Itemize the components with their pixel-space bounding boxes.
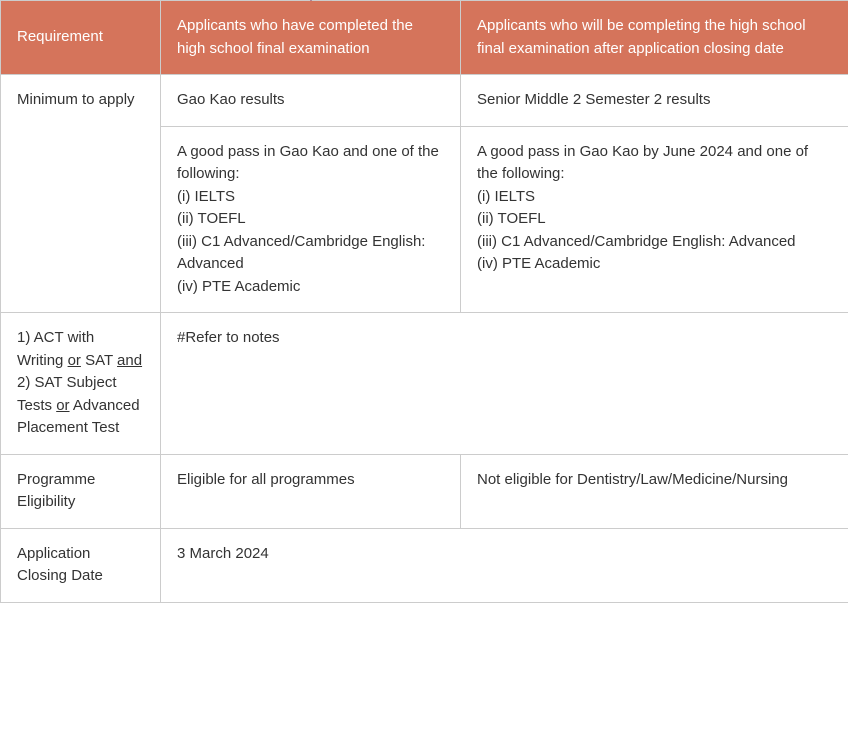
header-completed-label: Applicants who have completed the high s… xyxy=(177,17,413,57)
act-sat-p1b: SAT xyxy=(81,352,117,369)
cell-req-act-sat: 1) ACT with Writing or SAT and 2) SAT Su… xyxy=(1,313,161,455)
val-done-prog-elig: Eligible for all programmes xyxy=(177,471,355,488)
row-min-to-apply-1: Minimum to apply Gao Kao results Senior … xyxy=(1,75,848,127)
will-list-1: (i) IELTS xyxy=(477,186,832,209)
done-list-2: (ii) TOEFL xyxy=(177,208,444,231)
cell-will-min-to-apply-2: A good pass in Gao Kao by June 2024 and … xyxy=(461,126,848,313)
req-closing-date-label: Application Closing Date xyxy=(17,545,103,585)
row-act-sat: 1) ACT with Writing or SAT and 2) SAT Su… xyxy=(1,313,848,455)
row-programme-eligibility: Programme Eligibility Eligible for all p… xyxy=(1,454,848,528)
cell-req-min-to-apply: Minimum to apply xyxy=(1,75,161,313)
cell-req-closing-date: Application Closing Date xyxy=(1,528,161,602)
done-list-3: (iii) C1 Advanced/Cambridge English: Adv… xyxy=(177,231,444,276)
will-list-4: (iv) PTE Academic xyxy=(477,253,832,276)
header-requirement: Requirement xyxy=(1,1,161,75)
val-act-sat: #Refer to notes xyxy=(177,329,280,346)
act-sat-p2or: or xyxy=(56,397,69,414)
will-list-2: (ii) TOEFL xyxy=(477,208,832,231)
val-will-prog-elig: Not eligible for Dentistry/Law/Medicine/… xyxy=(477,471,788,488)
val-done-gaokao: Gao Kao results xyxy=(177,91,285,108)
cell-val-closing-date: 3 March 2024 xyxy=(161,528,848,602)
cell-done-prog-elig: Eligible for all programmes xyxy=(161,454,461,528)
cell-req-prog-elig: Programme Eligibility xyxy=(1,454,161,528)
header-completed: Applicants who have completed the high s… xyxy=(161,1,461,75)
val-closing-date: 3 March 2024 xyxy=(177,545,269,562)
act-sat-p1and: and xyxy=(117,352,142,369)
done-list-4: (iv) PTE Academic xyxy=(177,276,444,299)
req-prog-elig-label: Programme Eligibility xyxy=(17,471,95,511)
row-closing-date: Application Closing Date 3 March 2024 xyxy=(1,528,848,602)
req-min-to-apply-label: Minimum to apply xyxy=(17,91,135,108)
table-header: Requirement Applicants who have complete… xyxy=(1,1,848,75)
header-requirement-label: Requirement xyxy=(17,28,103,45)
cell-done-min-to-apply-1: Gao Kao results xyxy=(161,75,461,127)
act-sat-p1or: or xyxy=(68,352,81,369)
done-list-1: (i) IELTS xyxy=(177,186,444,209)
cell-will-min-to-apply-1: Senior Middle 2 Semester 2 results xyxy=(461,75,848,127)
will-list-3: (iii) C1 Advanced/Cambridge English: Adv… xyxy=(477,231,832,254)
cell-val-act-sat: #Refer to notes xyxy=(161,313,848,455)
cell-done-min-to-apply-2: A good pass in Gao Kao and one of the fo… xyxy=(161,126,461,313)
done-list-0: A good pass in Gao Kao and one of the fo… xyxy=(177,141,444,186)
header-will-complete: Applicants who will be completing the hi… xyxy=(461,1,848,75)
will-list-0: A good pass in Gao Kao by June 2024 and … xyxy=(477,141,832,186)
cell-will-prog-elig: Not eligible for Dentistry/Law/Medicine/… xyxy=(461,454,848,528)
header-will-complete-label: Applicants who will be completing the hi… xyxy=(477,17,806,57)
header-notch-icon xyxy=(301,0,321,1)
requirements-table: Requirement Applicants who have complete… xyxy=(0,0,848,603)
val-will-seniormiddle: Senior Middle 2 Semester 2 results xyxy=(477,91,710,108)
